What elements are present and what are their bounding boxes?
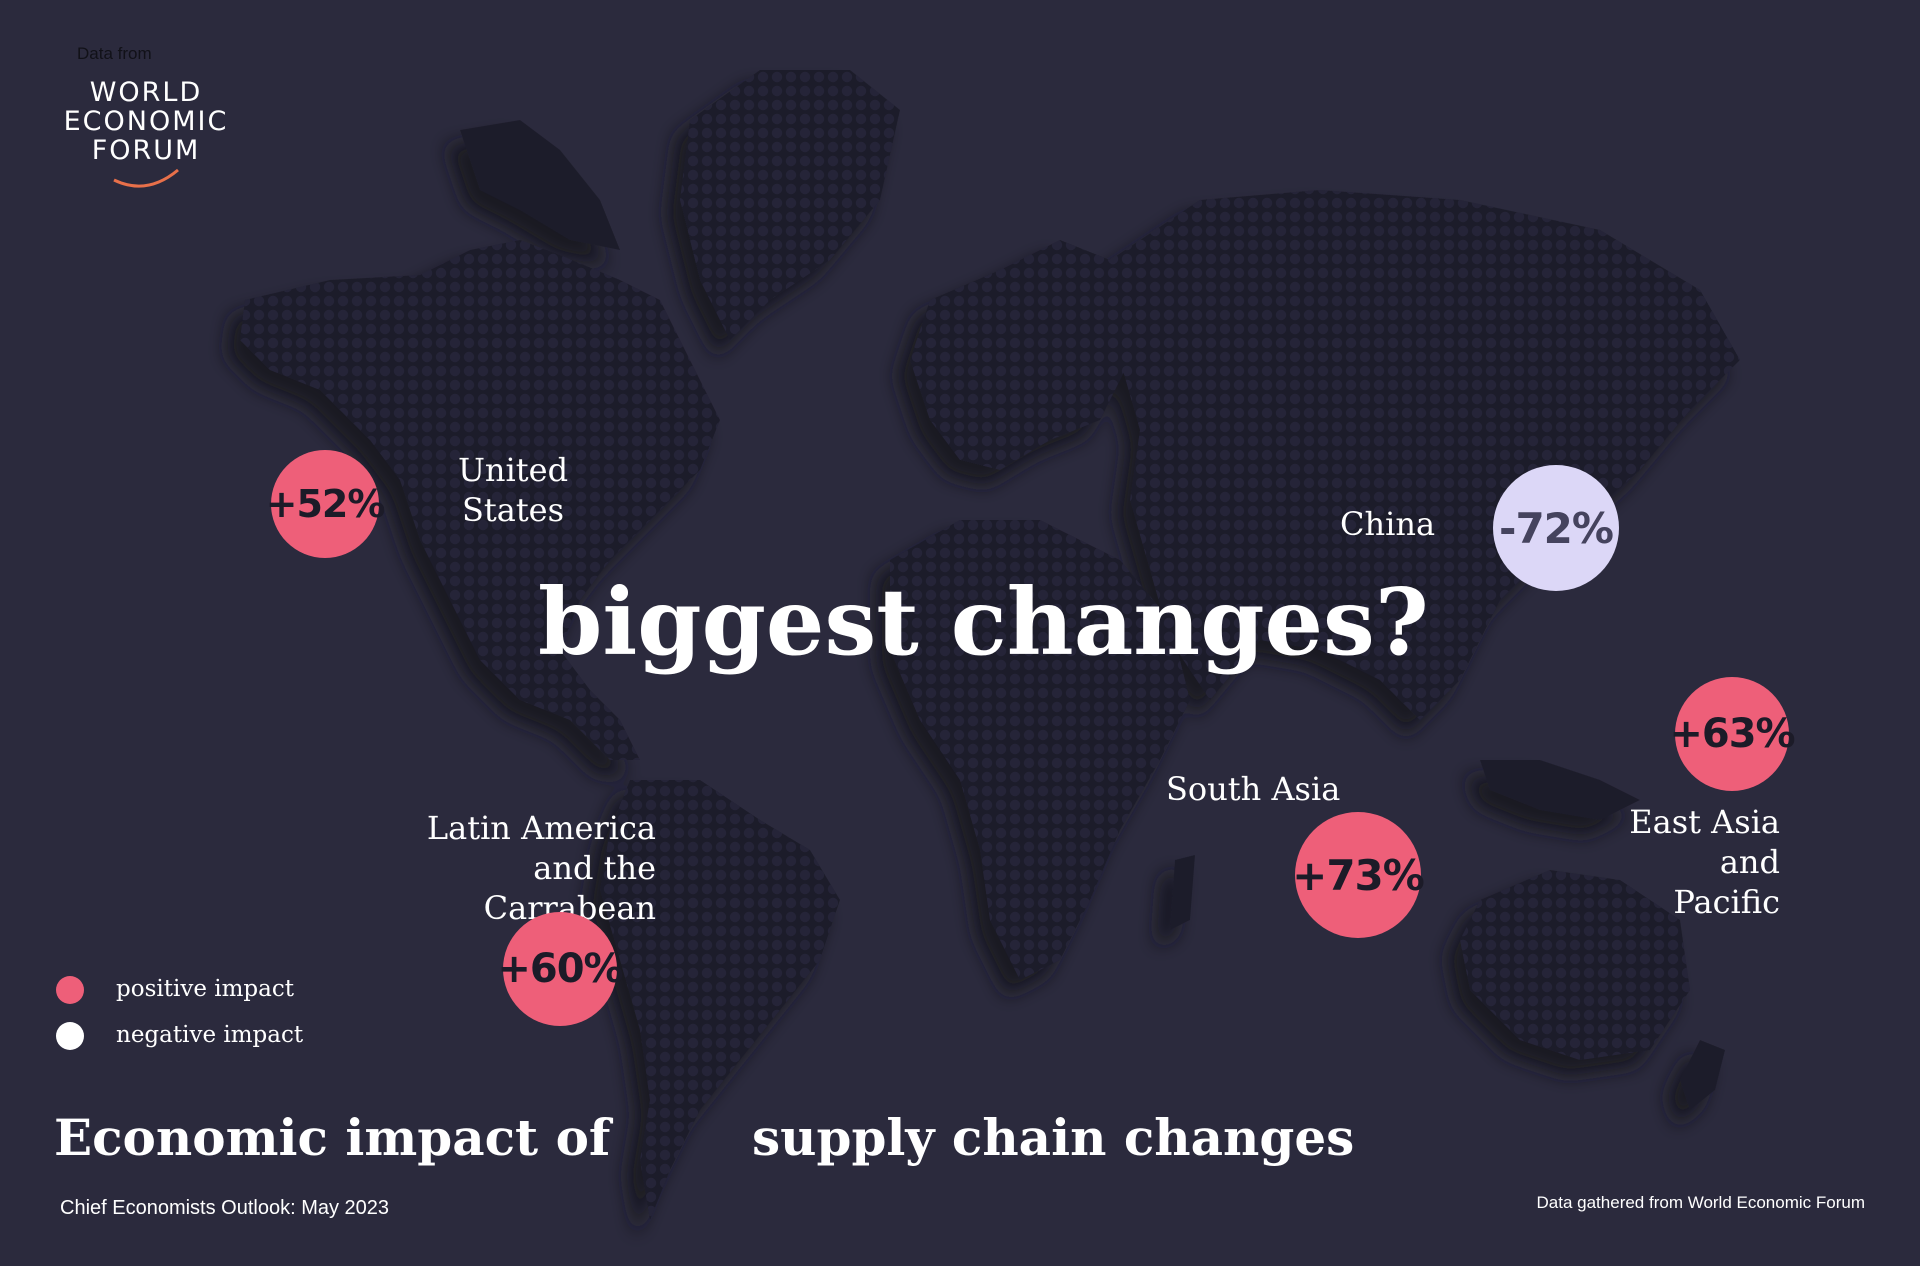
title-part-2: supply chain changes	[752, 1108, 1355, 1167]
source-prefix: Data from	[77, 44, 152, 63]
footer-source-outlook: Chief Economists Outlook: May 2023	[60, 1197, 390, 1219]
latin-america-value: +60%	[497, 946, 623, 992]
china-value-badge: -72%	[1493, 465, 1619, 591]
united-states-value-badge: +52%	[266, 450, 385, 558]
legend-label-negative: negative impact	[116, 1022, 304, 1048]
south-asia-value: +73%	[1292, 850, 1425, 900]
logo-arc-icon	[113, 168, 179, 188]
positive-dot-icon	[56, 976, 84, 1004]
negative-dot-icon	[56, 1022, 84, 1050]
madagascar-land	[1170, 855, 1195, 930]
east-asia-pacific-value: +63%	[1669, 711, 1795, 757]
legend-label-positive: positive impact	[116, 976, 294, 1002]
latin-america-value-badge: +60%	[497, 912, 624, 1026]
wef-logo: WORLD ECONOMIC FORUM	[46, 77, 246, 188]
south-asia-value-badge: +73%	[1292, 812, 1425, 938]
east-asia-pacific-value-badge: +63%	[1669, 677, 1796, 791]
footer-source-credit: Data gathered from World Economic Forum	[1536, 1193, 1865, 1212]
logo-line-2: ECONOMIC	[63, 106, 229, 137]
logo-line-3: FORUM	[91, 135, 201, 166]
united-states-label: United States	[457, 451, 569, 529]
logo-line-1: WORLD	[89, 77, 203, 108]
east-asia-pacific-label: East Asia and Pacific	[1629, 803, 1780, 921]
united-states-value: +52%	[265, 482, 386, 526]
latin-america-label: Latin America and the Carrabean	[426, 809, 656, 927]
title-part-1: Economic impact of	[54, 1108, 611, 1167]
china-value: -72%	[1499, 503, 1614, 553]
south-asia-label: South Asia	[1166, 770, 1341, 808]
new-zealand-land	[1680, 1040, 1725, 1110]
indonesia-land	[1480, 760, 1640, 820]
arctic-islands-land	[460, 120, 620, 250]
headline: biggest changes?	[538, 568, 1429, 676]
china-label: China	[1340, 505, 1436, 543]
